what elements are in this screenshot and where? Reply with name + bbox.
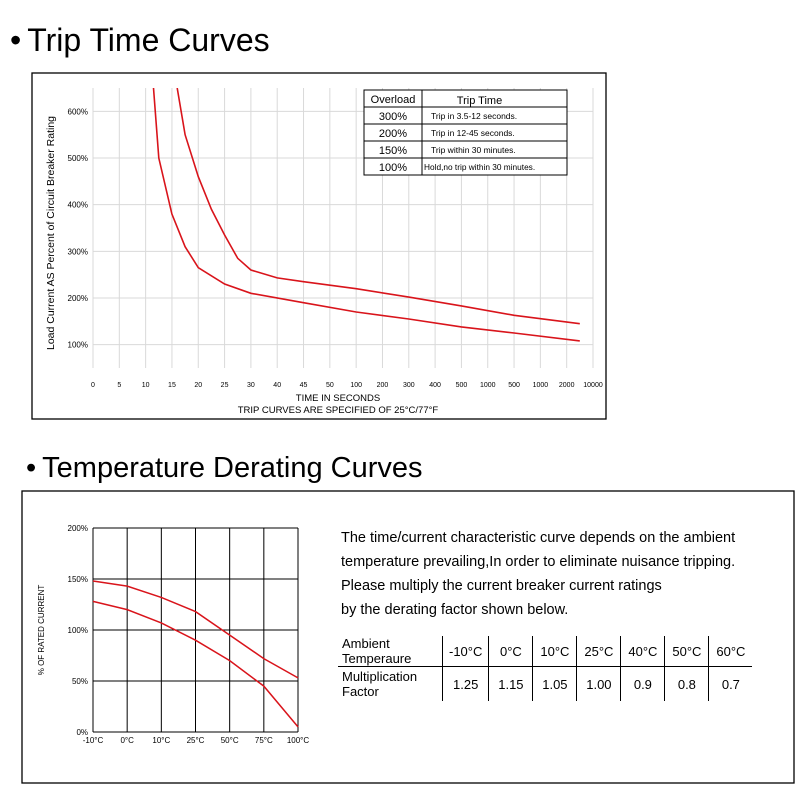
x-tick-label: 25°C <box>187 736 205 745</box>
y-axis-label: Load Current AS Percent of Circuit Break… <box>45 116 57 350</box>
y-tick-label: 300% <box>68 247 88 256</box>
bullet: • <box>10 22 22 58</box>
factor-cell: 1.15 <box>488 666 533 701</box>
derating-description: The time/current characteristic curve de… <box>341 526 781 622</box>
x-tick-label: 100 <box>350 382 362 389</box>
description-line: The time/current characteristic curve de… <box>341 530 736 546</box>
derating-frame <box>21 490 795 784</box>
x-tick-label: 200 <box>377 382 389 389</box>
legend-trip-time-cell: Trip in 3.5-12 seconds. <box>431 111 517 121</box>
legend-trip-time-cell: Hold,no trip within 30 minutes. <box>424 162 535 172</box>
legend-trip-time-cell: Trip within 30 minutes. <box>431 145 516 155</box>
legend-table-border <box>363 89 568 176</box>
y-tick-label: 150% <box>68 575 88 584</box>
factor-cell: 1.05 <box>532 666 577 701</box>
x-tick-label: 500 <box>456 382 468 389</box>
factor-cell: 1.00 <box>576 666 621 701</box>
y-tick-label: 200% <box>68 524 88 533</box>
derating-curve-line <box>92 580 299 679</box>
x-tick-label: 10°C <box>152 736 170 745</box>
x-tick-label: 1000 <box>533 382 549 389</box>
y-tick-label: 50% <box>72 677 88 686</box>
y-tick-label: 0% <box>76 728 88 737</box>
trip-curves-heading: • Trip Time Curves <box>10 22 270 59</box>
legend-overload-cell: 150% <box>379 145 407 157</box>
factor-cell: 1.25 <box>441 666 489 701</box>
y-tick-label: 100% <box>68 626 88 635</box>
legend-header: Overload <box>371 94 416 106</box>
chart-note: TRIP CURVES ARE SPECIFIED OF 25°C/77°F <box>238 405 439 416</box>
x-tick-label: 10000 <box>583 382 603 389</box>
chart-frame <box>31 72 607 420</box>
x-tick-label: 10 <box>142 382 150 389</box>
x-tick-label: 45 <box>300 382 308 389</box>
description-line: temperature prevailing,In order to elimi… <box>341 554 736 570</box>
x-tick-label: 50 <box>326 382 334 389</box>
x-tick-label: 75°C <box>255 736 273 745</box>
multiplication-factor-label: Multiplication Factor <box>338 667 443 702</box>
derating-factor-table: Ambient Temperaure -10°C 0°C 10°C 25°C 4… <box>338 636 753 702</box>
temp-cell: 60°C <box>708 636 753 667</box>
temp-cell: 40°C <box>620 636 665 667</box>
x-tick-label: 5 <box>117 382 121 389</box>
trip-curve-line <box>176 87 580 325</box>
x-tick-label: 15 <box>168 382 176 389</box>
ambient-temperature-label: Ambient Temperaure <box>338 636 443 667</box>
plot-clip-top <box>93 74 593 88</box>
y-tick-label: 200% <box>68 294 88 303</box>
x-tick-label: 1000 <box>480 382 496 389</box>
x-tick-label: 40 <box>273 382 281 389</box>
factor-cell: 0.7 <box>708 666 753 701</box>
temp-cell: 50°C <box>664 636 709 667</box>
description-line: by the derating factor shown below. <box>341 602 569 618</box>
y-tick-label: 100% <box>68 341 88 350</box>
factor-cell: 0.9 <box>620 666 665 701</box>
x-tick-label: 0°C <box>120 736 134 745</box>
x-tick-label: 500 <box>508 382 520 389</box>
temp-derating-title: Temperature Derating Curves <box>42 452 423 484</box>
bullet: • <box>26 452 37 484</box>
y-axis-label: % OF RATED CURRENT <box>37 585 46 676</box>
legend-overload-cell: 300% <box>379 111 407 123</box>
y-tick-label: 600% <box>68 107 88 116</box>
x-tick-label: -10°C <box>83 736 104 745</box>
x-tick-label: 400 <box>429 382 441 389</box>
x-axis-label: TIME IN SECONDS <box>296 393 380 404</box>
x-tick-label: 30 <box>247 382 255 389</box>
y-tick-label: 400% <box>68 201 88 210</box>
legend-overload-cell: 100% <box>379 162 407 174</box>
x-tick-label: 300 <box>403 382 415 389</box>
temp-cell: 10°C <box>532 636 577 667</box>
derating-curve-line <box>92 600 299 728</box>
legend-trip-time-cell: Trip in 12-45 seconds. <box>431 128 515 138</box>
label-line: Factor <box>342 684 379 699</box>
x-tick-label: 100°C <box>287 736 310 745</box>
x-tick-label: 50°C <box>221 736 239 745</box>
legend-header: Trip Time <box>457 95 502 107</box>
temp-derating-heading: • Temperature Derating Curves <box>26 452 423 485</box>
legend-overload-cell: 200% <box>379 128 407 140</box>
x-tick-label: 20 <box>194 382 202 389</box>
label-line: Ambient <box>342 636 390 651</box>
temp-cell: 0°C <box>488 636 533 667</box>
label-line: Temperaure <box>342 651 412 666</box>
description-line: Please multiply the current breaker curr… <box>341 578 662 594</box>
table-row: Ambient Temperaure -10°C 0°C 10°C 25°C 4… <box>338 636 753 667</box>
trip-curve-line <box>152 87 580 342</box>
x-tick-label: 25 <box>221 382 229 389</box>
y-tick-label: 500% <box>68 154 88 163</box>
x-tick-label: 2000 <box>559 382 575 389</box>
label-line: Multiplication <box>342 669 418 684</box>
trip-curves-title: Trip Time Curves <box>27 22 270 58</box>
temp-cell: -10°C <box>441 636 489 667</box>
factor-cell: 0.8 <box>664 666 709 701</box>
table-row: Multiplication Factor 1.25 1.15 1.05 1.0… <box>338 666 753 702</box>
x-tick-label: 0 <box>91 382 95 389</box>
temp-cell: 25°C <box>576 636 621 667</box>
